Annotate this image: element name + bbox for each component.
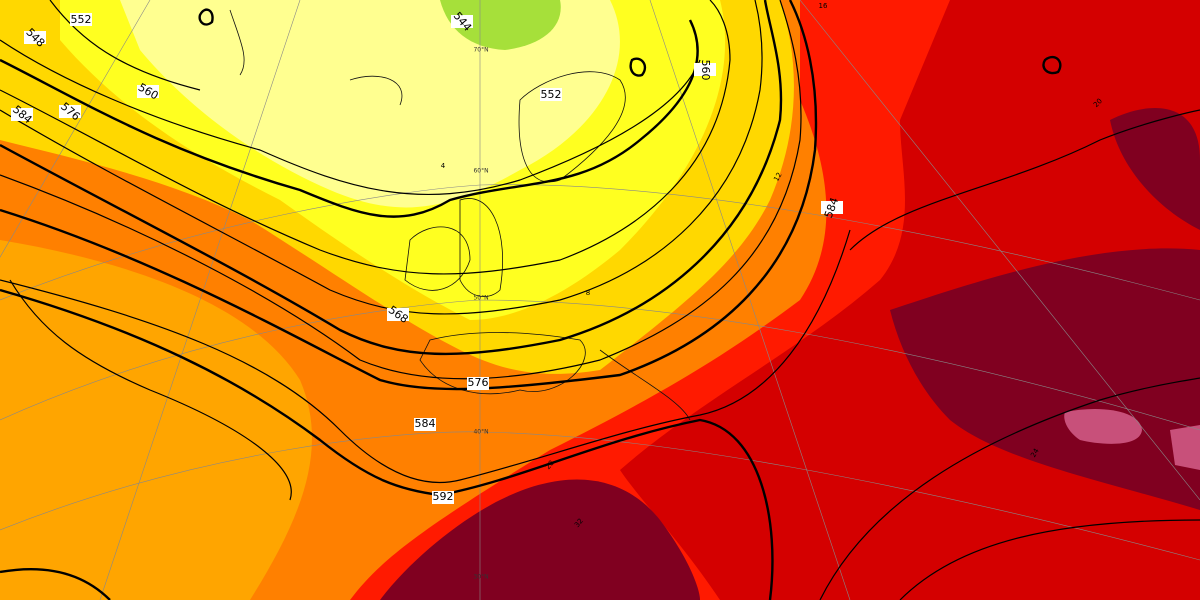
contour-labels: 552 548 584 576 560 544 552 560 568 576 … xyxy=(10,9,843,504)
contour-label: 576 xyxy=(468,376,489,389)
isohypse xyxy=(0,0,802,380)
isohypse xyxy=(0,19,699,218)
field-maroon xyxy=(890,248,1200,510)
contour-label: 552 xyxy=(541,88,562,101)
label-bg xyxy=(387,308,409,321)
latitude-label: 40°N xyxy=(473,429,488,436)
temperature-label: 28 xyxy=(544,459,556,471)
latitude-label: 60°N xyxy=(473,168,488,175)
latitude-label: 30°N xyxy=(473,574,488,581)
field-maroon xyxy=(1110,108,1200,230)
label-bg xyxy=(24,31,46,44)
label-bg xyxy=(414,418,436,431)
label-bg xyxy=(59,105,81,118)
contour-label: 592 xyxy=(433,490,454,503)
isohypse xyxy=(49,0,201,91)
label-bg xyxy=(694,63,716,76)
isohypse xyxy=(0,0,763,315)
temperature-label: 8 xyxy=(586,289,590,297)
latitude-label: 70°N xyxy=(473,47,488,54)
temperature-isoline xyxy=(819,109,1200,600)
temperature-labels: 4 8 12 16 20 24 28 32 xyxy=(441,2,1104,529)
isohypse xyxy=(0,0,818,391)
contour-label: 552 xyxy=(71,13,92,26)
isohypse xyxy=(0,0,783,356)
label-bg xyxy=(540,88,562,101)
label-bg xyxy=(467,377,489,390)
contour-label: 560 xyxy=(699,60,712,81)
temperature-isoline xyxy=(9,279,292,501)
field-pink xyxy=(1064,409,1142,444)
graticule xyxy=(0,184,1200,301)
isohypse xyxy=(0,229,851,484)
label-bg xyxy=(137,85,159,98)
temperature-label: 16 xyxy=(819,2,828,10)
field-pale-yellow xyxy=(120,0,620,208)
field-pink xyxy=(1170,425,1200,470)
graticule xyxy=(0,431,1200,561)
label-bg xyxy=(70,13,92,26)
coastline xyxy=(229,9,691,421)
graticule xyxy=(0,299,1200,431)
temperature-label: 24 xyxy=(1029,447,1041,459)
temperature-label: 20 xyxy=(1092,97,1104,109)
temperature-label: 4 xyxy=(441,162,446,170)
label-bg xyxy=(821,201,843,214)
contour-label: 584 xyxy=(415,417,436,430)
isohypse xyxy=(0,568,111,600)
latitude-labels: 70°N 60°N 50°N 40°N 30°N xyxy=(473,47,488,581)
field-light-orange xyxy=(0,240,312,600)
isohypse xyxy=(0,0,731,275)
isohypse xyxy=(198,8,1062,77)
label-bg xyxy=(432,491,454,504)
field-green xyxy=(440,0,561,50)
label-bg xyxy=(11,108,33,121)
isohypse xyxy=(0,39,701,195)
field-maroon xyxy=(380,479,700,600)
latitude-label: 50°N xyxy=(473,295,488,302)
temperature-label: 32 xyxy=(573,517,585,529)
label-bg xyxy=(451,15,473,28)
temperature-label: 12 xyxy=(772,171,783,183)
